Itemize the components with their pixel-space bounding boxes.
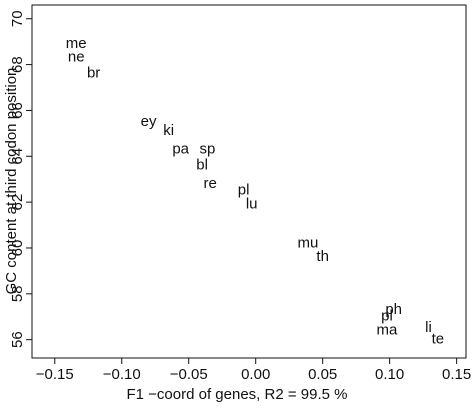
point-label: te [432, 331, 445, 348]
y-tick-label: 56 [9, 331, 26, 348]
y-tick-label: 64 [9, 148, 26, 165]
x-tick-label: −0.10 [103, 366, 141, 383]
point-label: pl [238, 182, 250, 199]
point-label: mu [298, 234, 319, 251]
point-label: me [66, 35, 87, 52]
x-tick-label: 0.00 [241, 366, 270, 383]
y-tick-label: 66 [9, 102, 26, 119]
x-tick-label: −0.05 [170, 366, 208, 383]
point-label: ph [385, 301, 402, 318]
point-label: pa [172, 140, 189, 157]
point-label: ne [68, 49, 85, 66]
point-label: br [87, 65, 100, 82]
point-label: sp [200, 140, 216, 157]
x-tick-label: 0.15 [442, 366, 471, 383]
point-label: lu [246, 195, 258, 212]
y-tick-label: 60 [9, 240, 26, 257]
point-label: ki [163, 122, 174, 139]
point-label: th [316, 248, 329, 265]
point-label: li [425, 319, 432, 336]
x-tick-label: −0.15 [36, 366, 74, 383]
y-tick-label: 62 [9, 194, 26, 211]
point-label: ey [141, 113, 157, 130]
point-label: ma [377, 321, 398, 338]
plot-frame [31, 4, 467, 359]
point-label: re [203, 175, 216, 192]
point-label: pl [381, 308, 393, 325]
y-tick-label: 70 [9, 10, 26, 27]
y-tick-label: 58 [9, 285, 26, 302]
x-tick-label: 0.05 [308, 366, 337, 383]
x-tick-label: 0.10 [375, 366, 404, 383]
point-label: bl [196, 156, 208, 173]
x-axis-label: F1 −coord of genes, R2 = 99.5 % [127, 386, 348, 403]
y-tick-label: 68 [9, 56, 26, 73]
y-axis-label: GC content at third codon position [3, 68, 20, 295]
